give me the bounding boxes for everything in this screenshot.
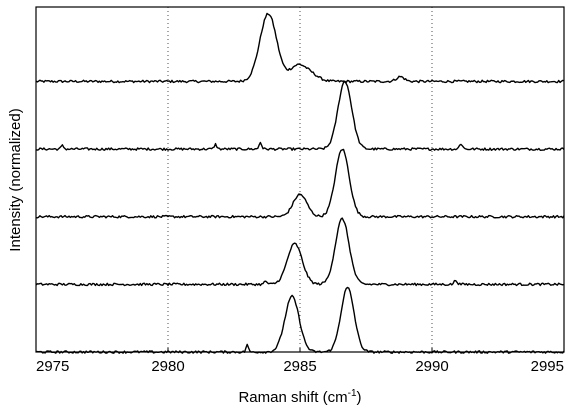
- x-axis-label-close: ): [357, 389, 362, 406]
- x-axis-ticks: 2975 2980 2985 2990 2995: [35, 348, 565, 375]
- spectrum-trace-2: [35, 80, 565, 151]
- x-tick-label: 2980: [151, 358, 184, 375]
- x-axis-label-superscript: -1: [348, 388, 357, 399]
- y-axis-label: Intensity (normalized): [7, 108, 24, 251]
- x-axis-label: Raman shift (cm-1): [238, 388, 361, 406]
- spectrum-trace-1: [35, 12, 565, 84]
- x-tick-label: 2990: [415, 358, 448, 375]
- x-tick-label: 2995: [531, 358, 564, 375]
- grid-lines: [167, 7, 433, 352]
- spectrum-trace-3: [35, 148, 565, 219]
- spectrum-trace-4: [35, 217, 565, 287]
- x-tick-label: 2985: [283, 358, 316, 375]
- x-tick-label: 2975: [36, 358, 69, 375]
